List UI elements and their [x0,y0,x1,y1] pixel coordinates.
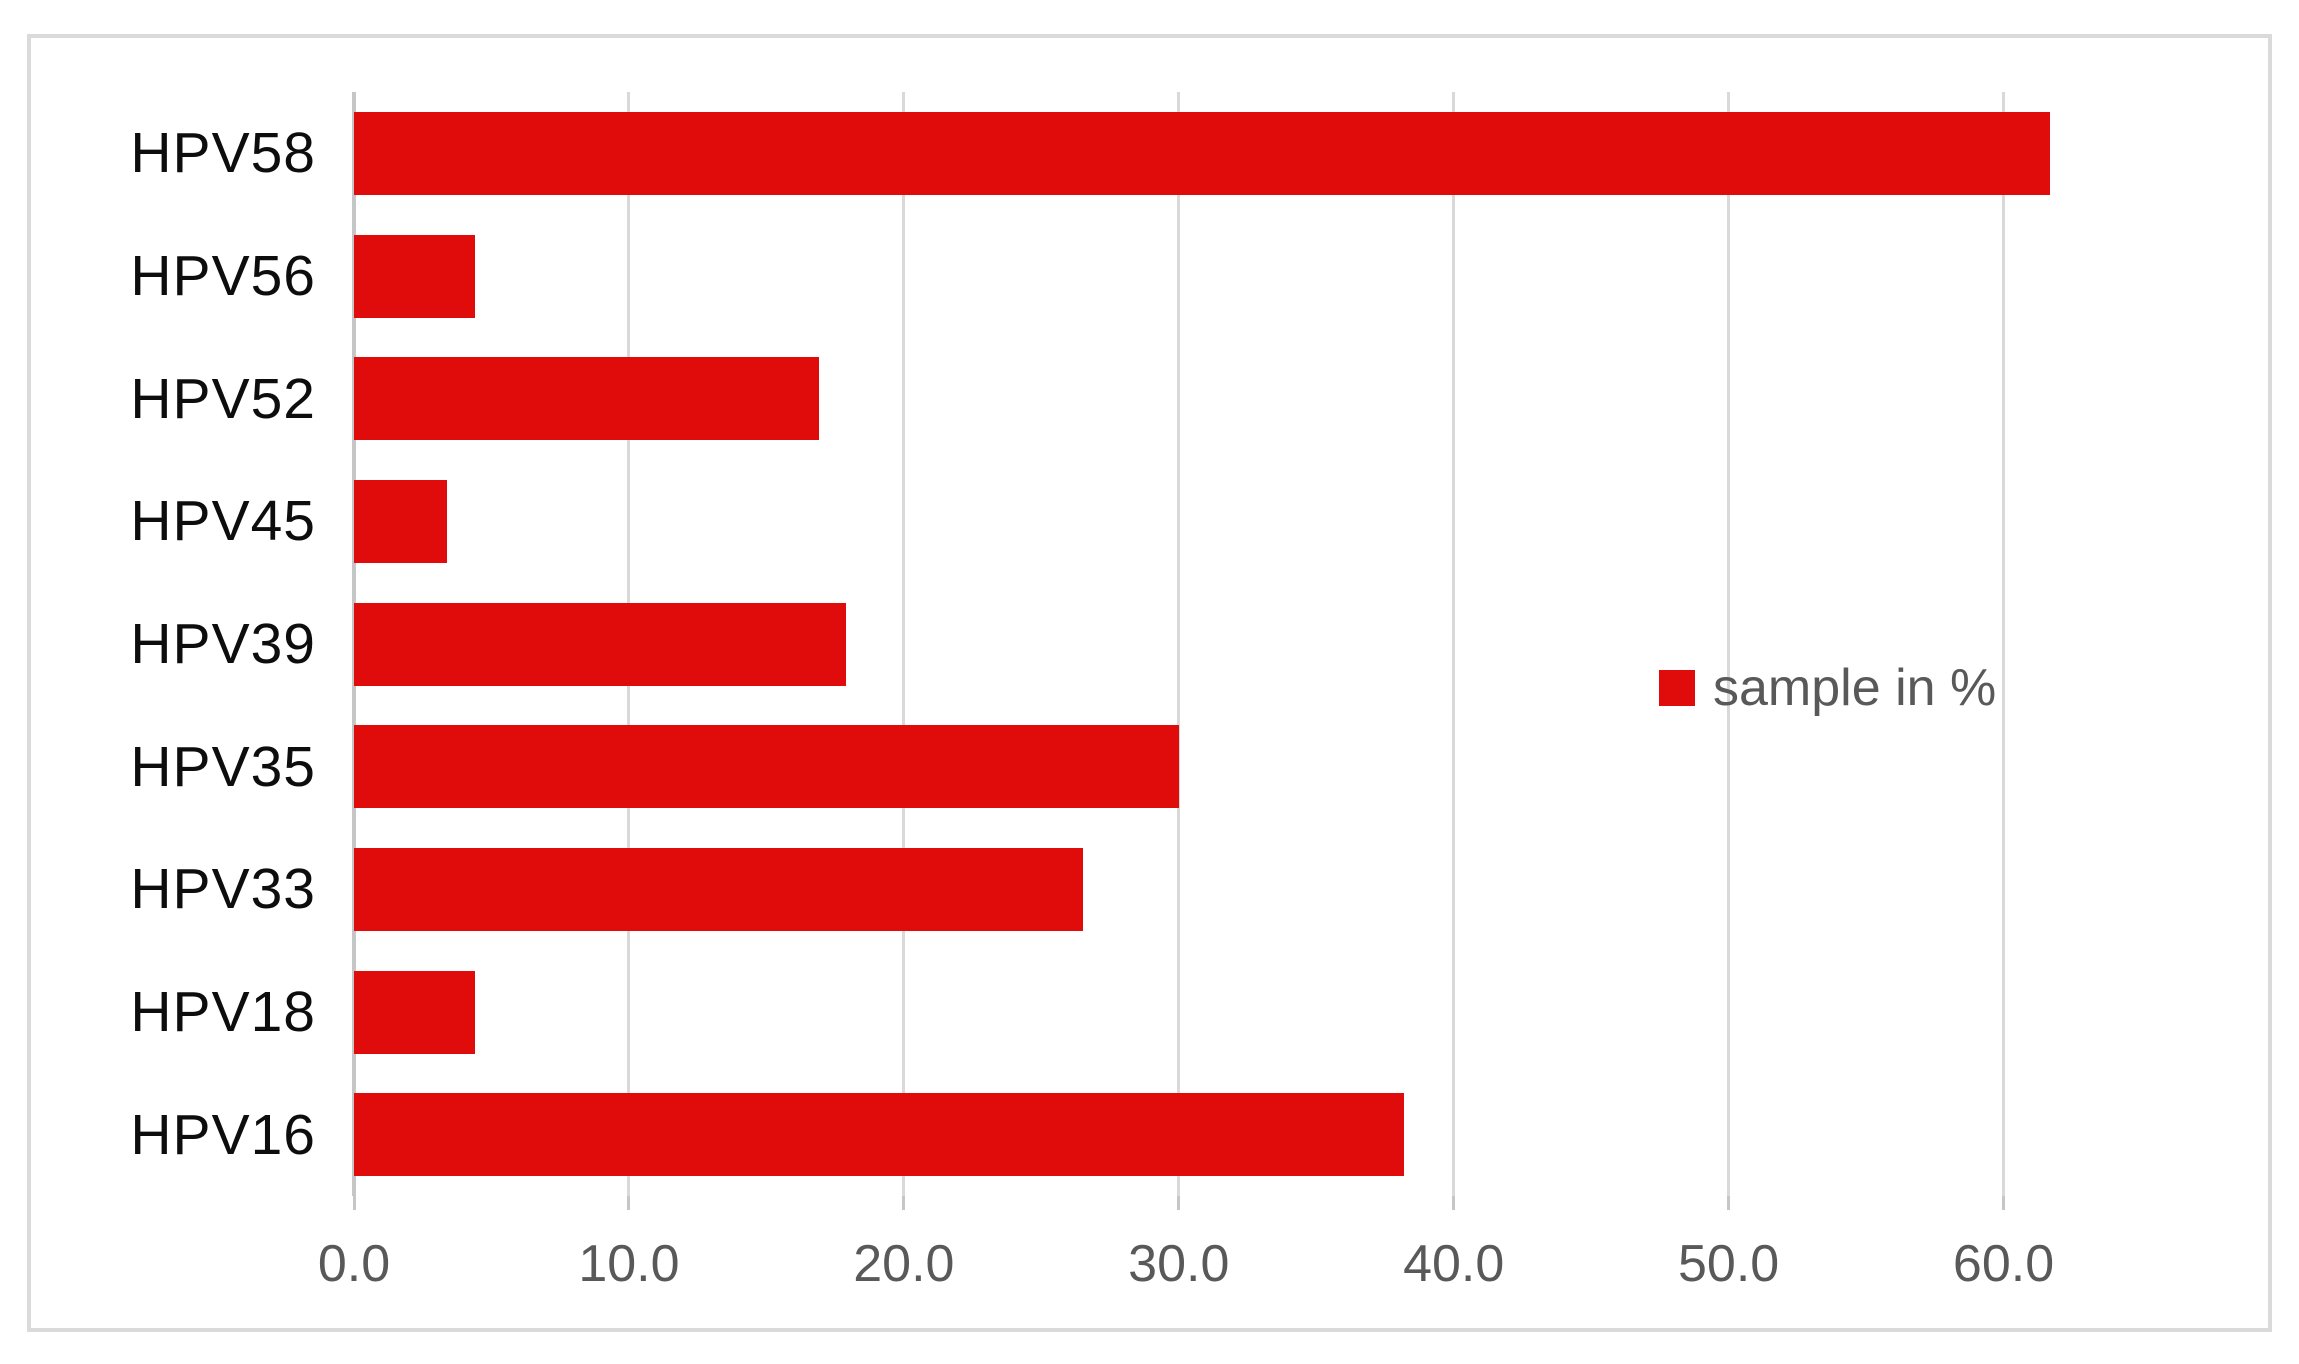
x-tick-mark-20.0 [902,1196,906,1210]
x-tick-mark-40.0 [1452,1196,1456,1210]
x-tick-label-50.0: 50.0 [1678,1235,1780,1293]
gridline-x-40 [1452,92,1456,1196]
x-tick-mark-50.0 [1727,1196,1731,1210]
x-tick-label-60.0: 60.0 [1952,1235,2055,1293]
category-label-hpv56: HPV56 [130,244,316,308]
bar-hpv52 [354,357,819,441]
x-tick-label-0.0: 0.0 [317,1235,391,1293]
x-tick-label-30.0: 30.0 [1128,1235,1230,1293]
x-tick-mark-30.0 [1177,1196,1181,1210]
bar-hpv16 [354,1093,1405,1177]
bar-hpv18 [354,970,475,1054]
gridline-x-60 [2002,92,2006,1196]
gridline-x-50 [1727,92,1731,1196]
bar-row-hpv39 [354,583,2141,706]
bar-hpv33 [354,847,1083,931]
legend-marker-swatch [1659,670,1695,706]
x-tick-label-10.0: 10.0 [578,1235,680,1293]
plot-area: sample in % [352,92,2141,1196]
x-tick-mark-0.0 [352,1196,356,1210]
bar-rows [354,92,2141,1196]
x-tick-label-40.0: 40.0 [1403,1235,1505,1293]
category-label-hpv58: HPV58 [130,121,316,186]
bar-hpv39 [354,602,847,686]
category-label-hpv35: HPV35 [130,734,316,799]
category-label-hpv16: HPV16 [130,1102,316,1167]
bar-row-hpv18 [354,951,2141,1074]
bar-row-hpv16 [354,1073,2141,1196]
bar-row-hpv52 [354,337,2141,460]
x-tick-mark-60.0 [2002,1196,2006,1210]
bar-hpv56 [354,234,475,318]
bar-row-hpv33 [354,828,2141,951]
chart-frame: HPV58 HPV56 HPV52 HPV45 HPV39 HPV35 HPV33 HPV18… [27,34,2272,1332]
bar-row-hpv35 [354,705,2141,828]
x-tick-mark-10.0 [627,1196,631,1210]
bar-hpv35 [354,725,1179,809]
gridline-x-30 [1177,92,1181,1196]
y-axis-category-labels: HPV58 HPV56 HPV52 HPV45 HPV39 HPV35 HPV33 HPV18… [31,92,316,1196]
bar-row-hpv56 [354,215,2141,338]
legend-label: sample in % [1713,659,1997,717]
category-label-hpv18: HPV18 [130,980,316,1045]
category-label-hpv45: HPV45 [130,489,316,554]
legend: sample in % [1659,658,1996,718]
category-label-hpv33: HPV33 [130,857,316,922]
bar-row-hpv58 [354,92,2141,215]
bar-hpv58 [354,111,2051,195]
category-label-hpv52: HPV52 [130,366,316,431]
bar-hpv45 [354,479,448,563]
x-tick-label-20.0: 20.0 [853,1235,955,1293]
bar-row-hpv45 [354,460,2141,583]
gridline-x-20 [902,92,906,1196]
category-label-hpv39: HPV39 [130,612,316,677]
